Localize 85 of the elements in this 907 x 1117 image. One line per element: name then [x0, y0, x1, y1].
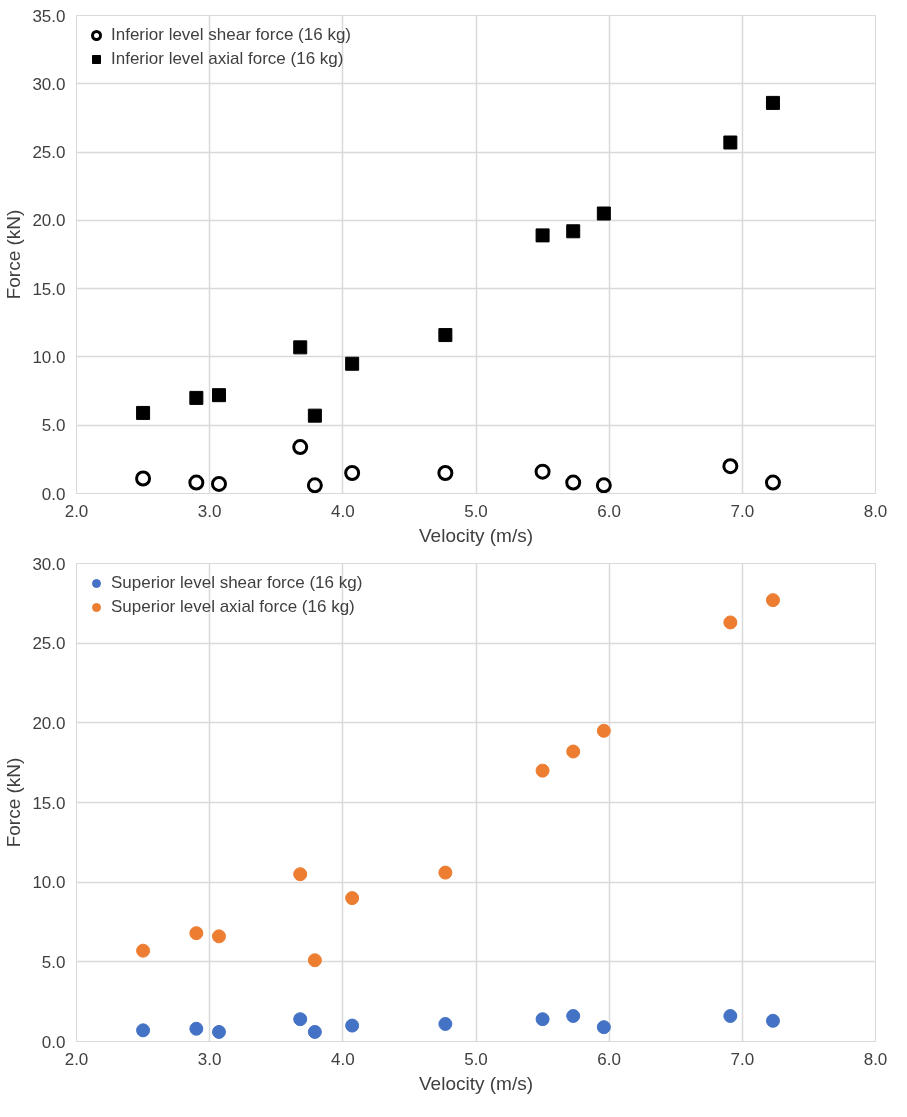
point: [344, 465, 361, 481]
x-tick-label: 2.0: [64, 501, 89, 521]
x-axis-title: Velocity (m/s): [418, 524, 534, 546]
y-tick-label: 20.0: [32, 211, 66, 231]
point: [188, 474, 205, 491]
y-tick-label: 25.0: [32, 634, 66, 654]
x-tick-label: 4.0: [331, 1049, 355, 1069]
point: [565, 474, 582, 491]
point: [595, 477, 612, 494]
legend-label: Superior level shear force (16 kg): [111, 573, 363, 593]
point: [211, 929, 226, 944]
point: [189, 390, 204, 405]
y-tick-label: 35.0: [32, 6, 66, 26]
point: [437, 465, 454, 481]
x-tick-label: 3.0: [197, 1049, 222, 1069]
point: [189, 926, 204, 941]
point: [345, 1018, 360, 1033]
y-axis-title: Force (kN): [3, 209, 25, 300]
point: [438, 328, 453, 343]
point: [596, 206, 611, 221]
x-tick-label: 5.0: [464, 501, 488, 521]
y-tick-label: 30.0: [32, 74, 66, 94]
y-tick-label: 10.0: [32, 873, 66, 893]
y-tick-label: 25.0: [32, 143, 66, 163]
y-tick-label: 5.0: [41, 952, 66, 972]
y-tick-label: 5.0: [41, 416, 66, 436]
x-tick-label: 6.0: [597, 501, 621, 521]
x-tick-label: 7.0: [730, 1049, 755, 1069]
y-tick-label: 15.0: [32, 793, 66, 813]
point: [307, 1024, 322, 1039]
point: [723, 615, 738, 630]
point: [345, 891, 360, 906]
point: [722, 458, 739, 475]
point: [136, 405, 151, 420]
x-tick-label: 3.0: [197, 501, 222, 521]
x-tick-label: 8.0: [863, 501, 888, 521]
point: [596, 1020, 611, 1035]
point: [307, 408, 322, 423]
legend-label: Inferior level axial force (16 kg): [111, 49, 344, 69]
legend-label: Inferior level shear force (16 kg): [111, 25, 351, 45]
point: [210, 475, 227, 492]
point: [535, 763, 550, 778]
point: [535, 228, 550, 243]
point: [566, 1009, 581, 1023]
x-tick-label: 4.0: [331, 501, 355, 521]
y-tick-label: 10.0: [32, 347, 66, 367]
point: [293, 340, 308, 355]
point: [535, 1012, 550, 1027]
point: [723, 135, 738, 150]
x-axis-title: Velocity (m/s): [418, 1072, 534, 1094]
point: [135, 470, 152, 487]
point: [566, 744, 581, 759]
point: [136, 1023, 151, 1038]
point: [293, 867, 308, 882]
y-axis-title: Force (kN): [3, 757, 25, 848]
y-tick-label: 0.0: [41, 484, 66, 504]
point: [566, 224, 581, 239]
legend-label: Superior level axial force (16 kg): [111, 597, 355, 617]
point: [211, 1024, 226, 1039]
point: [189, 1021, 204, 1036]
point: [765, 593, 780, 608]
point: [292, 439, 309, 456]
point: [723, 1009, 738, 1023]
point: [534, 463, 551, 480]
point: [306, 477, 323, 494]
point: [136, 943, 151, 958]
x-tick-label: 7.0: [730, 501, 755, 521]
y-tick-label: 20.0: [32, 713, 66, 733]
point: [764, 474, 781, 491]
point: [345, 356, 360, 371]
point: [765, 1013, 780, 1028]
y-tick-label: 0.0: [41, 1032, 66, 1052]
x-tick-label: 6.0: [597, 1049, 621, 1069]
point: [596, 723, 611, 738]
x-tick-label: 5.0: [464, 1049, 488, 1069]
point: [438, 1016, 453, 1031]
point: [765, 95, 780, 110]
y-tick-label: 15.0: [32, 279, 66, 299]
point: [438, 865, 453, 880]
x-tick-label: 8.0: [863, 1049, 888, 1069]
x-tick-label: 2.0: [64, 1049, 89, 1069]
point: [211, 388, 226, 403]
y-tick-label: 30.0: [32, 554, 66, 574]
point: [307, 953, 322, 968]
point: [293, 1012, 308, 1027]
